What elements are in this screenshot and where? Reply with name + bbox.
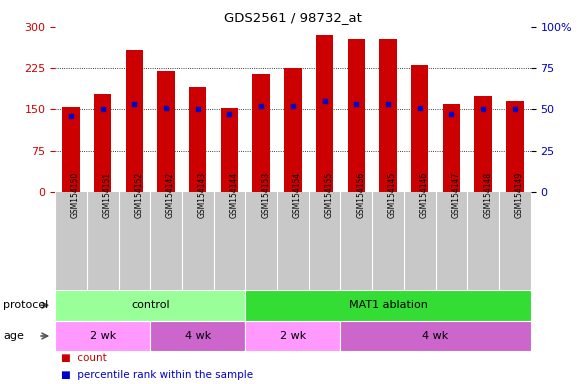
Text: 2 wk: 2 wk <box>280 331 306 341</box>
Text: GSM154145: GSM154145 <box>388 172 397 218</box>
Bar <box>474 96 492 192</box>
Text: GSM154146: GSM154146 <box>420 172 429 218</box>
Bar <box>284 68 302 192</box>
Text: control: control <box>131 300 169 310</box>
Bar <box>62 107 79 192</box>
Text: GSM154144: GSM154144 <box>230 172 238 218</box>
Text: GSM154152: GSM154152 <box>135 172 143 218</box>
Text: GSM154150: GSM154150 <box>71 172 80 218</box>
Text: ■  count: ■ count <box>61 353 107 363</box>
Bar <box>411 65 429 192</box>
Text: GSM154156: GSM154156 <box>356 172 365 218</box>
Bar <box>316 35 334 192</box>
Bar <box>506 101 524 192</box>
Bar <box>126 50 143 192</box>
Text: 4 wk: 4 wk <box>184 331 211 341</box>
Bar <box>347 39 365 192</box>
Title: GDS2561 / 98732_at: GDS2561 / 98732_at <box>224 11 362 24</box>
Text: GSM154149: GSM154149 <box>515 172 524 218</box>
Bar <box>55 321 150 351</box>
Text: GSM154151: GSM154151 <box>103 172 112 218</box>
Bar <box>379 39 397 192</box>
Text: age: age <box>3 331 24 341</box>
Text: GSM154142: GSM154142 <box>166 172 175 218</box>
Text: GSM154147: GSM154147 <box>451 172 461 218</box>
Bar <box>340 321 531 351</box>
Bar <box>94 94 111 192</box>
Bar <box>221 108 238 192</box>
Bar <box>245 321 340 351</box>
Text: GSM154153: GSM154153 <box>261 172 270 218</box>
Text: 4 wk: 4 wk <box>422 331 449 341</box>
Text: MAT1 ablation: MAT1 ablation <box>349 300 427 310</box>
Bar <box>252 74 270 192</box>
Bar <box>245 290 531 321</box>
Text: ■  percentile rank within the sample: ■ percentile rank within the sample <box>61 370 253 380</box>
Bar <box>150 321 245 351</box>
Text: GSM154148: GSM154148 <box>483 172 492 218</box>
Text: GSM154154: GSM154154 <box>293 172 302 218</box>
Bar <box>157 71 175 192</box>
Text: protocol: protocol <box>3 300 48 310</box>
Bar <box>55 290 245 321</box>
Text: GSM154155: GSM154155 <box>325 172 333 218</box>
Bar <box>189 88 206 192</box>
Bar <box>443 104 460 192</box>
Text: 2 wk: 2 wk <box>89 331 116 341</box>
Text: GSM154143: GSM154143 <box>198 172 207 218</box>
